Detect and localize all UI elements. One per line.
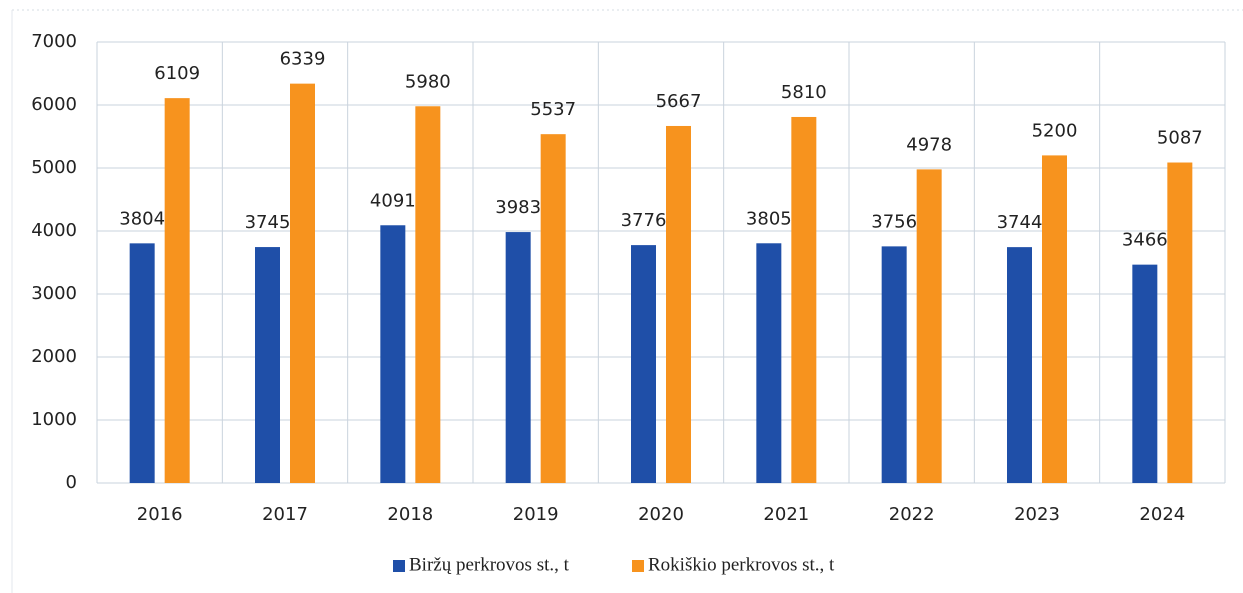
y-tick-label: 0 — [66, 472, 77, 493]
data-label: 3983 — [495, 197, 541, 218]
data-label: 3805 — [746, 208, 792, 229]
data-label: 3756 — [871, 211, 917, 232]
bar — [1167, 162, 1193, 484]
bar — [1042, 155, 1067, 483]
data-label: 3804 — [119, 208, 165, 229]
legend-label: Rokiškio perkrovos st., t — [648, 554, 835, 575]
data-label: 3744 — [997, 212, 1043, 233]
data-label: 6339 — [280, 49, 326, 70]
bar — [916, 169, 942, 484]
y-tick-label: 4000 — [31, 220, 77, 241]
bar — [631, 245, 656, 483]
x-tick-label: 2017 — [262, 504, 308, 525]
x-tick-label: 2018 — [387, 504, 433, 525]
data-label: 5200 — [1032, 120, 1078, 141]
legend-swatch — [632, 560, 644, 572]
bar — [129, 243, 155, 483]
data-label: 3745 — [245, 212, 291, 233]
bar — [415, 106, 441, 483]
bar — [881, 246, 907, 483]
bar — [666, 125, 691, 483]
legend-swatch — [393, 560, 405, 572]
y-tick-label: 1000 — [31, 409, 77, 430]
data-label: 5667 — [656, 91, 702, 112]
bar — [164, 98, 190, 484]
data-label: 6109 — [154, 63, 200, 84]
y-tick-label: 7000 — [31, 31, 77, 52]
legend-label: Biržų perkrovos st., t — [409, 554, 570, 575]
x-tick-label: 2021 — [763, 504, 809, 525]
data-label: 5810 — [781, 82, 827, 103]
data-label: 5087 — [1157, 128, 1203, 149]
x-tick-label: 2020 — [638, 504, 684, 525]
y-tick-label: 5000 — [31, 157, 77, 178]
data-label: 4978 — [906, 134, 952, 155]
x-tick-label: 2023 — [1014, 504, 1060, 525]
x-tick-label: 2019 — [513, 504, 559, 525]
y-tick-label: 3000 — [31, 283, 77, 304]
data-label: 5980 — [405, 71, 451, 92]
bar — [1007, 247, 1032, 483]
bar — [1132, 264, 1158, 483]
bar — [505, 232, 531, 483]
x-tick-label: 2022 — [889, 504, 935, 525]
y-tick-label: 2000 — [31, 346, 77, 367]
data-label: 4091 — [370, 190, 416, 211]
bar — [290, 83, 315, 483]
bar — [255, 247, 280, 483]
bar — [791, 116, 817, 483]
y-tick-label: 6000 — [31, 94, 77, 115]
bar — [540, 134, 566, 483]
bar — [380, 225, 406, 483]
data-label: 3776 — [621, 210, 667, 231]
data-label: 5537 — [530, 99, 576, 120]
x-tick-label: 2024 — [1139, 504, 1185, 525]
data-label: 3466 — [1122, 230, 1168, 251]
bar — [756, 243, 782, 483]
x-tick-label: 2016 — [137, 504, 183, 525]
